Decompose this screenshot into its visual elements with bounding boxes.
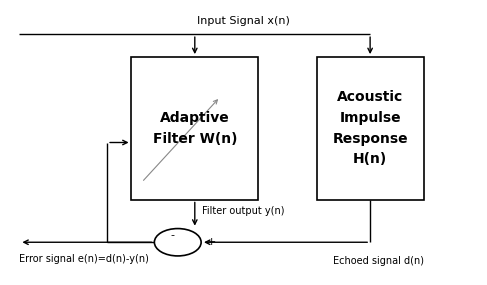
Text: -: - — [171, 230, 175, 240]
Text: Adaptive
Filter W(n): Adaptive Filter W(n) — [152, 111, 237, 146]
Bar — [131, 57, 258, 199]
Text: Filter output y(n): Filter output y(n) — [202, 206, 284, 216]
Bar — [317, 57, 424, 199]
Text: +: + — [207, 237, 216, 247]
Text: Acoustic
Impulse
Response
H(n): Acoustic Impulse Response H(n) — [332, 90, 408, 166]
Text: Input Signal x(n): Input Signal x(n) — [197, 16, 290, 26]
Text: Echoed signal d(n): Echoed signal d(n) — [333, 256, 424, 266]
Circle shape — [154, 229, 201, 256]
Text: Error signal e(n)=d(n)-y(n): Error signal e(n)=d(n)-y(n) — [19, 254, 150, 264]
